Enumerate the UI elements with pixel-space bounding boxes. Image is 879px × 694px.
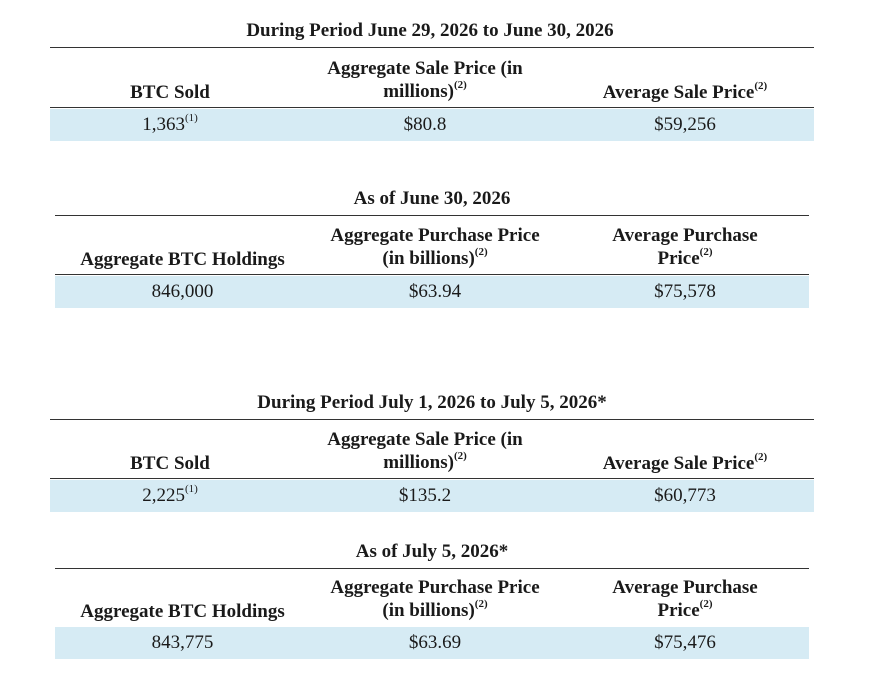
header-line: millions)	[383, 81, 454, 102]
average-sale-price-value: $59,256	[654, 114, 716, 135]
aggregate-sale-price-value: $80.8	[403, 114, 447, 135]
header-line: Aggregate Sale Price (in	[327, 429, 523, 450]
aggregate-btc-holdings-value: 843,775	[151, 632, 214, 653]
title-rule	[50, 47, 814, 48]
section-title: As of June 30, 2026	[353, 188, 511, 209]
average-purchase-price-header: Average Purchase Price(2)	[590, 224, 780, 270]
footnote-ref: (2)	[699, 597, 713, 610]
header-line: Price	[657, 248, 700, 269]
average-sale-price-header: Average Sale Price(2)	[580, 450, 790, 475]
footnote-ref: (1)	[184, 111, 198, 124]
aggregate-purchase-price-value: $63.94	[408, 281, 462, 302]
table-row	[50, 109, 814, 141]
footnote-ref: (2)	[474, 245, 488, 258]
average-sale-price-value: $60,773	[654, 485, 716, 506]
aggregate-purchase-price-header: Aggregate Purchase Price (in billions)(2…	[305, 576, 565, 622]
section-title: As of July 5, 2026*	[355, 541, 509, 562]
footnote-ref: (1)	[184, 482, 198, 495]
header-line: Average Purchase	[612, 577, 758, 598]
header-line: Price	[657, 600, 700, 621]
cell-text: 2,225	[142, 485, 185, 506]
aggregate-purchase-price-value: $63.69	[408, 632, 462, 653]
btc-sold-header: BTC Sold	[130, 82, 210, 103]
aggregate-sale-price-value: $135.2	[398, 485, 452, 506]
footnote-ref: (2)	[453, 78, 467, 91]
aggregate-purchase-price-header: Aggregate Purchase Price (in billions)(2…	[305, 224, 565, 270]
average-sale-price-header: Average Sale Price(2)	[580, 79, 790, 104]
average-purchase-price-value: $75,578	[654, 281, 716, 302]
header-line: Aggregate Sale Price (in	[327, 58, 523, 79]
header-line: (in billions)	[382, 600, 475, 621]
btc-sold-value: 1,363(1)	[80, 109, 260, 141]
average-purchase-price-header: Average Purchase Price(2)	[590, 576, 780, 622]
aggregate-sale-price-header: Aggregate Sale Price (in millions)(2)	[300, 57, 550, 103]
table-row	[55, 276, 809, 308]
table-row	[55, 627, 809, 659]
aggregate-sale-price-header: Aggregate Sale Price (in millions)(2)	[300, 428, 550, 474]
header-rule	[55, 274, 809, 275]
aggregate-btc-holdings-header: Aggregate BTC Holdings	[80, 601, 285, 622]
section-title: During Period July 1, 2026 to July 5, 20…	[257, 392, 607, 413]
header-line: Average Purchase	[612, 225, 758, 246]
average-purchase-price-value: $75,476	[654, 632, 716, 653]
header-rule	[50, 107, 814, 108]
header-text: Average Sale Price	[602, 453, 755, 474]
footnote-ref: (2)	[754, 79, 768, 92]
title-rule	[55, 215, 809, 216]
aggregate-btc-holdings-header: Aggregate BTC Holdings	[80, 249, 285, 270]
footnote-ref: (2)	[453, 449, 467, 462]
table-row	[50, 480, 814, 512]
title-rule	[50, 419, 814, 420]
title-rule	[55, 568, 809, 569]
header-line: Aggregate Purchase Price	[330, 577, 540, 598]
btc-sold-value: 2,225(1)	[80, 480, 260, 512]
footnote-ref: (2)	[474, 597, 488, 610]
footnote-ref: (2)	[754, 450, 768, 463]
header-text: Average Sale Price	[602, 82, 755, 103]
header-line: millions)	[383, 452, 454, 473]
header-rule	[50, 478, 814, 479]
section-title: During Period June 29, 2026 to June 30, …	[246, 20, 614, 41]
header-line: (in billions)	[382, 248, 475, 269]
footnote-ref: (2)	[699, 245, 713, 258]
header-line: Aggregate Purchase Price	[330, 225, 540, 246]
aggregate-btc-holdings-value: 846,000	[151, 281, 214, 302]
btc-sold-header: BTC Sold	[130, 453, 210, 474]
cell-text: 1,363	[142, 114, 185, 135]
